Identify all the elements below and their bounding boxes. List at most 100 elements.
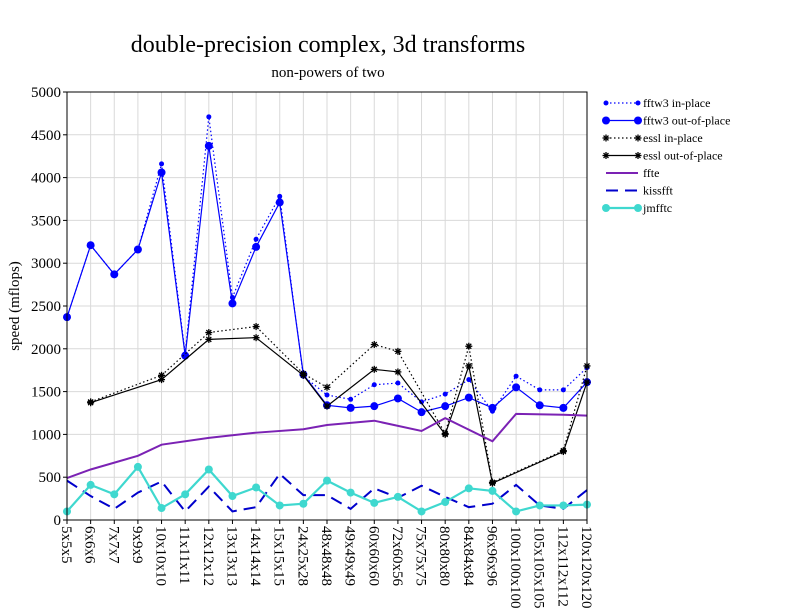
x-tick-label: 11x11x11 xyxy=(176,526,192,584)
data-point xyxy=(394,368,402,376)
chart-subtitle: non-powers of two xyxy=(271,65,384,81)
data-point xyxy=(602,152,610,159)
data-point xyxy=(512,383,521,392)
star-stroke xyxy=(205,336,212,343)
y-axis-ticks: 0 500 1000 1500 2000 2500 3000 3500 4000 4500 5000 xyxy=(31,85,67,529)
x-tick-label: 15x15x15 xyxy=(271,526,287,586)
data-point xyxy=(370,498,379,507)
data-point xyxy=(252,323,260,331)
data-point xyxy=(205,329,213,337)
star-stroke xyxy=(394,348,401,355)
data-point xyxy=(181,351,190,360)
legend-label: fftw3 in-place xyxy=(643,96,710,110)
data-point xyxy=(535,501,544,510)
data-point xyxy=(299,499,308,508)
star-stroke xyxy=(603,152,609,159)
data-point xyxy=(86,241,95,250)
y-tick-label: 3500 xyxy=(31,213,61,229)
data-point xyxy=(393,394,402,403)
data-point xyxy=(252,483,261,492)
data-point xyxy=(228,492,237,501)
data-point xyxy=(159,161,165,167)
data-point xyxy=(228,299,237,308)
x-tick-label: 49x49x49 xyxy=(342,526,358,586)
data-point xyxy=(87,399,95,407)
data-point xyxy=(346,403,355,412)
star-stroke xyxy=(253,334,260,341)
data-point xyxy=(602,134,610,142)
data-point xyxy=(323,383,331,391)
data-point xyxy=(441,498,450,507)
series-line-essl-in-place xyxy=(90,325,588,484)
y-tick-label: 3000 xyxy=(31,256,61,272)
star-stroke xyxy=(603,135,609,141)
star-stroke xyxy=(394,368,401,375)
data-point xyxy=(559,448,567,456)
data-point xyxy=(535,401,544,410)
data-point xyxy=(371,382,377,388)
legend-label: essl out-of-place xyxy=(643,149,723,163)
data-point xyxy=(253,236,259,242)
data-point xyxy=(110,490,119,499)
data-point xyxy=(560,387,566,393)
y-tick-label: 4000 xyxy=(31,171,61,187)
data-point xyxy=(370,341,378,349)
x-tick-label: 105x105x105 xyxy=(531,526,547,609)
data-point xyxy=(348,396,354,402)
x-tick-label: 120x120x120 xyxy=(578,526,594,609)
legend-entry: essl out-of-place xyxy=(602,149,723,163)
data-point xyxy=(205,335,213,343)
x-tick-label: 100x100x100 xyxy=(507,526,523,609)
data-point xyxy=(393,492,402,501)
y-tick-label: 1500 xyxy=(31,385,61,401)
star-stroke xyxy=(635,135,641,141)
data-point xyxy=(634,116,642,125)
data-point xyxy=(464,484,473,493)
data-point xyxy=(133,462,142,471)
data-point xyxy=(275,501,284,510)
x-tick-label: 80x80x80 xyxy=(436,526,452,586)
data-point xyxy=(206,114,212,120)
data-point xyxy=(324,392,330,398)
data-point xyxy=(252,242,261,251)
star-stroke xyxy=(371,341,378,348)
legend-entry: kissfft xyxy=(606,184,673,198)
data-point xyxy=(394,347,402,355)
star-stroke xyxy=(205,329,212,336)
data-point xyxy=(275,198,284,207)
y-tick-label: 0 xyxy=(54,513,62,529)
data-point xyxy=(157,504,166,513)
data-point xyxy=(512,507,521,516)
x-tick-label: 96x96x96 xyxy=(483,526,499,587)
data-point xyxy=(537,387,543,393)
data-point xyxy=(488,486,497,495)
data-point xyxy=(110,270,119,279)
legend-entry: essl in-place xyxy=(602,131,703,145)
data-point xyxy=(488,403,497,412)
y-tick-label: 5000 xyxy=(31,85,61,101)
x-tick-label: 14x14x14 xyxy=(247,526,263,587)
data-point xyxy=(466,377,472,383)
star-stroke xyxy=(465,362,472,369)
x-tick-label: 84x84x84 xyxy=(460,526,476,587)
x-tick-label: 6x6x6 xyxy=(82,526,98,564)
data-point xyxy=(559,403,568,412)
star-stroke xyxy=(489,480,496,487)
y-tick-label: 500 xyxy=(39,470,62,486)
star-stroke xyxy=(371,366,378,373)
star-stroke xyxy=(560,448,567,455)
data-point xyxy=(370,402,379,411)
data-point xyxy=(370,365,378,373)
legend-entry: fftw3 in-place xyxy=(603,96,710,110)
legend-label: jmfftc xyxy=(642,201,672,215)
plot-frame xyxy=(66,91,588,521)
x-tick-label: 9x9x9 xyxy=(129,526,145,564)
star-stroke xyxy=(158,376,165,383)
legend-entry: jmfftc xyxy=(602,201,672,215)
data-point xyxy=(634,134,642,142)
data-point xyxy=(323,476,331,485)
star-stroke xyxy=(300,372,307,379)
data-point xyxy=(442,391,448,397)
star-stroke xyxy=(324,384,330,391)
